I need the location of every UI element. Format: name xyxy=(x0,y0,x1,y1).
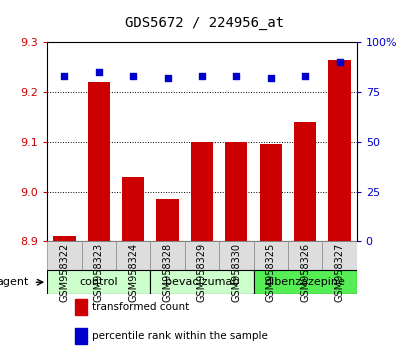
Point xyxy=(95,69,102,75)
Text: GSM958325: GSM958325 xyxy=(265,243,275,302)
Bar xyxy=(88,82,110,241)
Bar xyxy=(75,329,87,344)
Bar xyxy=(218,241,253,270)
Point xyxy=(164,75,171,81)
Point xyxy=(61,73,67,79)
Text: GSM958322: GSM958322 xyxy=(59,243,69,302)
Text: GSM958326: GSM958326 xyxy=(299,243,309,302)
Point xyxy=(198,73,204,79)
Bar xyxy=(287,241,321,270)
Bar xyxy=(53,236,75,241)
Bar xyxy=(150,270,253,294)
Text: bevacizumab: bevacizumab xyxy=(164,277,238,287)
Bar xyxy=(75,299,87,315)
Text: agent: agent xyxy=(0,277,29,287)
Bar xyxy=(47,241,81,270)
Bar xyxy=(47,270,150,294)
Bar xyxy=(259,144,281,241)
Bar xyxy=(253,241,287,270)
Bar xyxy=(225,142,247,241)
Text: GSM958330: GSM958330 xyxy=(231,243,241,302)
Text: control: control xyxy=(79,277,118,287)
Text: transformed count: transformed count xyxy=(92,302,189,312)
Bar xyxy=(81,241,116,270)
Bar xyxy=(116,241,150,270)
Text: GSM958327: GSM958327 xyxy=(334,243,344,302)
Point xyxy=(301,73,308,79)
Bar xyxy=(328,60,350,241)
Point xyxy=(267,75,273,81)
Bar xyxy=(253,270,356,294)
Text: GSM958329: GSM958329 xyxy=(196,243,207,302)
Text: percentile rank within the sample: percentile rank within the sample xyxy=(92,331,267,341)
Text: GSM958328: GSM958328 xyxy=(162,243,172,302)
Bar xyxy=(321,241,356,270)
Point xyxy=(130,73,136,79)
Text: GDS5672 / 224956_at: GDS5672 / 224956_at xyxy=(125,16,284,30)
Bar xyxy=(184,241,218,270)
Bar xyxy=(150,241,184,270)
Bar xyxy=(121,177,144,241)
Bar xyxy=(156,199,178,241)
Text: GSM958324: GSM958324 xyxy=(128,243,138,302)
Bar xyxy=(190,142,213,241)
Text: dibenzazepine: dibenzazepine xyxy=(264,277,345,287)
Point xyxy=(232,73,239,79)
Text: GSM958323: GSM958323 xyxy=(94,243,103,302)
Point xyxy=(335,59,342,65)
Bar xyxy=(293,122,315,241)
